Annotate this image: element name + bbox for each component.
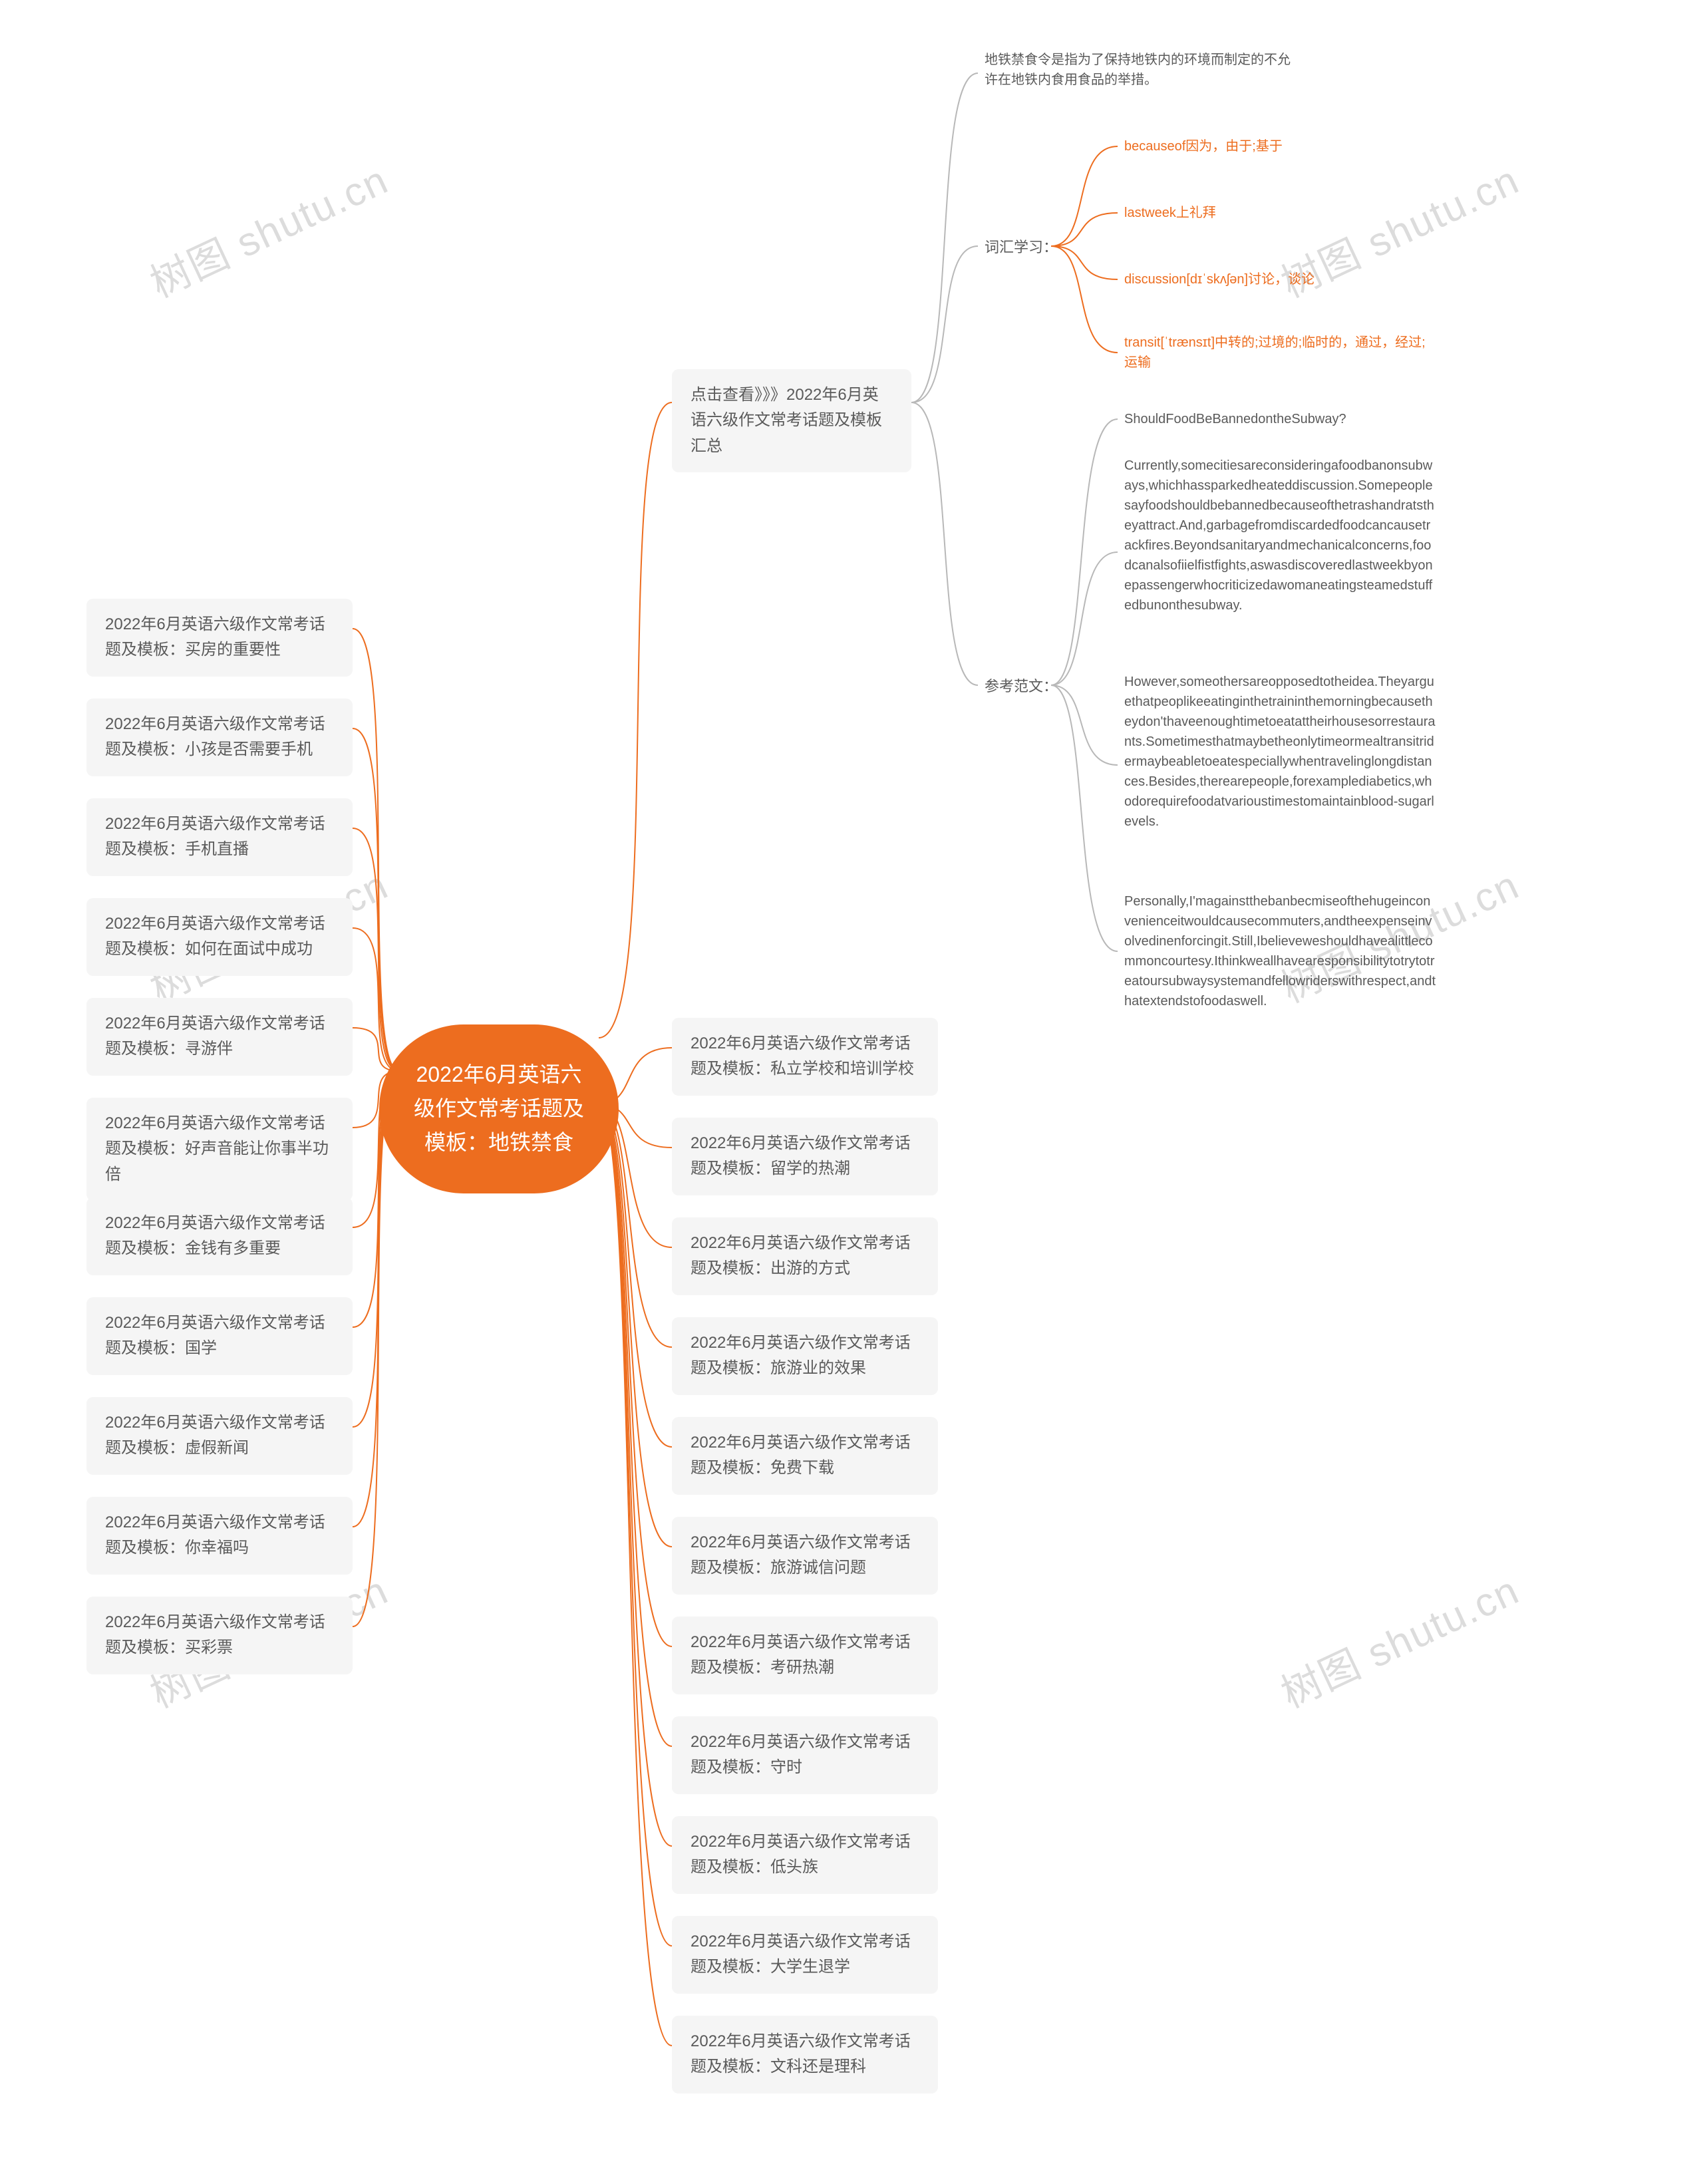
left-node-6[interactable]: 2022年6月英语六级作文常考话题及模板：好声音能让你事半功倍 <box>86 1098 353 1201</box>
left-node-7[interactable]: 2022年6月英语六级作文常考话题及模板：金钱有多重要 <box>86 1197 353 1275</box>
right-node-11[interactable]: 2022年6月英语六级作文常考话题及模板：文科还是理科 <box>672 2016 938 2094</box>
right-node-3[interactable]: 2022年6月英语六级作文常考话题及模板：出游的方式 <box>672 1217 938 1295</box>
center-title: 2022年6月英语六级作文常考话题及模板：地铁禁食 <box>414 1062 584 1154</box>
node-label: 2022年6月英语六级作文常考话题及模板：考研热潮 <box>691 1633 911 1676</box>
left-node-5[interactable]: 2022年6月英语六级作文常考话题及模板：寻游伴 <box>86 998 353 1076</box>
node-label: 2022年6月英语六级作文常考话题及模板：寻游伴 <box>105 1014 325 1058</box>
vocab-item-3: discussion[dɪˈskʌʃən]讨论，谈论 <box>1124 269 1430 289</box>
node-label: 2022年6月英语六级作文常考话题及模板：旅游业的效果 <box>691 1334 911 1377</box>
node-label: 2022年6月英语六级作文常考话题及模板：旅游诚信问题 <box>691 1533 911 1577</box>
essay-label: 参考范文： <box>985 675 1058 697</box>
right-node-4[interactable]: 2022年6月英语六级作文常考话题及模板：旅游业的效果 <box>672 1317 938 1395</box>
center-node[interactable]: 2022年6月英语六级作文常考话题及模板：地铁禁食 <box>379 1024 619 1193</box>
vocab-item-2: lastweek上礼拜 <box>1124 203 1430 223</box>
essay-title: ShouldFoodBeBannedontheSubway? <box>1124 409 1437 429</box>
node-label: 2022年6月英语六级作文常考话题及模板：私立学校和培训学校 <box>691 1034 914 1078</box>
node-label: 2022年6月英语六级作文常考话题及模板：出游的方式 <box>691 1234 911 1277</box>
hub-node[interactable]: 点击查看》》》2022年6月英语六级作文常考话题及模板汇总 <box>672 369 911 472</box>
intro-text: 地铁禁食令是指为了保持地铁内的环境而制定的不允许在地铁内食用食品的举措。 <box>985 50 1291 90</box>
node-label: 2022年6月英语六级作文常考话题及模板：买彩票 <box>105 1613 325 1656</box>
right-node-9[interactable]: 2022年6月英语六级作文常考话题及模板：低头族 <box>672 1816 938 1894</box>
watermark: 树图 shutu.cn <box>1271 1559 1527 1720</box>
node-label: 2022年6月英语六级作文常考话题及模板：留学的热潮 <box>691 1134 911 1177</box>
right-node-2[interactable]: 2022年6月英语六级作文常考话题及模板：留学的热潮 <box>672 1118 938 1195</box>
node-label: 2022年6月英语六级作文常考话题及模板：手机直播 <box>105 815 325 858</box>
node-label: 2022年6月英语六级作文常考话题及模板：你幸福吗 <box>105 1513 325 1557</box>
right-node-8[interactable]: 2022年6月英语六级作文常考话题及模板：守时 <box>672 1716 938 1794</box>
essay-p3: However,someothersareopposedtotheidea.Th… <box>1124 672 1437 832</box>
node-label: 2022年6月英语六级作文常考话题及模板：守时 <box>691 1733 911 1776</box>
left-node-8[interactable]: 2022年6月英语六级作文常考话题及模板：国学 <box>86 1297 353 1375</box>
node-label: 2022年6月英语六级作文常考话题及模板：好声音能让你事半功倍 <box>105 1114 329 1183</box>
node-label: 2022年6月英语六级作文常考话题及模板：虚假新闻 <box>105 1414 325 1457</box>
left-node-10[interactable]: 2022年6月英语六级作文常考话题及模板：你幸福吗 <box>86 1497 353 1575</box>
left-node-1[interactable]: 2022年6月英语六级作文常考话题及模板：买房的重要性 <box>86 599 353 677</box>
left-node-11[interactable]: 2022年6月英语六级作文常考话题及模板：买彩票 <box>86 1597 353 1674</box>
node-label: 2022年6月英语六级作文常考话题及模板：金钱有多重要 <box>105 1214 325 1257</box>
right-node-5[interactable]: 2022年6月英语六级作文常考话题及模板：免费下载 <box>672 1417 938 1495</box>
node-label: 2022年6月英语六级作文常考话题及模板：低头族 <box>691 1833 911 1876</box>
right-node-6[interactable]: 2022年6月英语六级作文常考话题及模板：旅游诚信问题 <box>672 1517 938 1595</box>
watermark: 树图 shutu.cn <box>140 148 396 309</box>
node-label: 2022年6月英语六级作文常考话题及模板：国学 <box>105 1314 325 1357</box>
hub-label: 点击查看》》》2022年6月英语六级作文常考话题及模板汇总 <box>691 386 882 455</box>
node-label: 2022年6月英语六级作文常考话题及模板：买房的重要性 <box>105 615 325 659</box>
left-node-4[interactable]: 2022年6月英语六级作文常考话题及模板：如何在面试中成功 <box>86 898 353 976</box>
node-label: 2022年6月英语六级作文常考话题及模板：文科还是理科 <box>691 2032 911 2076</box>
right-node-1[interactable]: 2022年6月英语六级作文常考话题及模板：私立学校和培训学校 <box>672 1018 938 1096</box>
node-label: 2022年6月英语六级作文常考话题及模板：如何在面试中成功 <box>105 915 325 958</box>
left-node-9[interactable]: 2022年6月英语六级作文常考话题及模板：虚假新闻 <box>86 1397 353 1475</box>
essay-p2: Currently,somecitiesareconsideringafoodb… <box>1124 456 1437 615</box>
vocab-item-1: becauseof因为，由于;基于 <box>1124 136 1430 156</box>
node-label: 2022年6月英语六级作文常考话题及模板：免费下载 <box>691 1434 911 1477</box>
node-label: 2022年6月英语六级作文常考话题及模板：大学生退学 <box>691 1933 911 1976</box>
right-node-7[interactable]: 2022年6月英语六级作文常考话题及模板：考研热潮 <box>672 1617 938 1694</box>
essay-p4: Personally,I'magainstthebanbecmiseoftheh… <box>1124 891 1437 1011</box>
node-label: 2022年6月英语六级作文常考话题及模板：小孩是否需要手机 <box>105 715 325 758</box>
left-node-3[interactable]: 2022年6月英语六级作文常考话题及模板：手机直播 <box>86 798 353 876</box>
vocab-label: 词汇学习： <box>985 236 1058 258</box>
vocab-item-4: transit[ˈtrænsɪt]中转的;过境的;临时的，通过，经过;运输 <box>1124 333 1430 373</box>
right-node-10[interactable]: 2022年6月英语六级作文常考话题及模板：大学生退学 <box>672 1916 938 1994</box>
left-node-2[interactable]: 2022年6月英语六级作文常考话题及模板：小孩是否需要手机 <box>86 699 353 776</box>
